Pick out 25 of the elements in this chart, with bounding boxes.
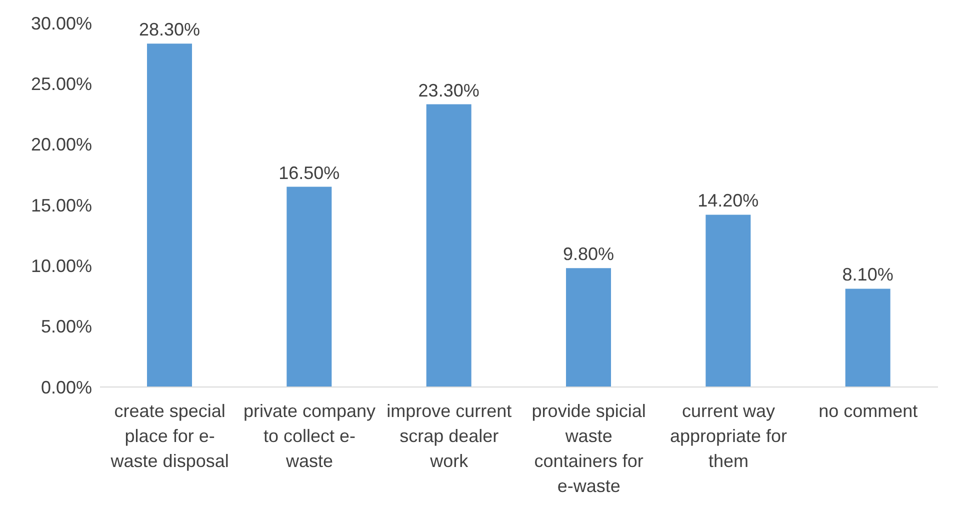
x-tick-label: create special place for e-waste disposal [110, 401, 229, 471]
x-tick-label: private company to collect e-waste [243, 401, 376, 471]
y-tick-label: 5.00% [40, 316, 92, 337]
data-label: 14.20% [698, 190, 759, 211]
x-tick-label: provide spicial waste containers for e-waste [532, 401, 646, 496]
bar [147, 44, 192, 387]
bar [566, 268, 611, 387]
y-tick-label: 0.00% [40, 377, 92, 398]
bar [845, 288, 890, 387]
y-tick-label: 25.00% [30, 74, 92, 94]
data-label: 23.30% [418, 80, 480, 100]
y-tick-label: 10.00% [30, 256, 92, 276]
y-tick-label: 30.00% [30, 13, 92, 34]
x-tick-label: no comment [818, 401, 918, 421]
data-label: 9.80% [562, 244, 614, 264]
data-label: 16.50% [278, 162, 340, 183]
bar [426, 104, 472, 387]
x-tick-label: improve current scrap dealer work [386, 401, 512, 471]
x-tick-label: current way appropriate for them [670, 401, 788, 471]
y-tick-label: 15.00% [30, 195, 92, 216]
bar [286, 186, 332, 387]
data-label: 28.30% [138, 20, 200, 40]
bar [706, 214, 751, 387]
data-label: 8.10% [842, 264, 894, 285]
y-tick-label: 20.00% [30, 134, 92, 155]
